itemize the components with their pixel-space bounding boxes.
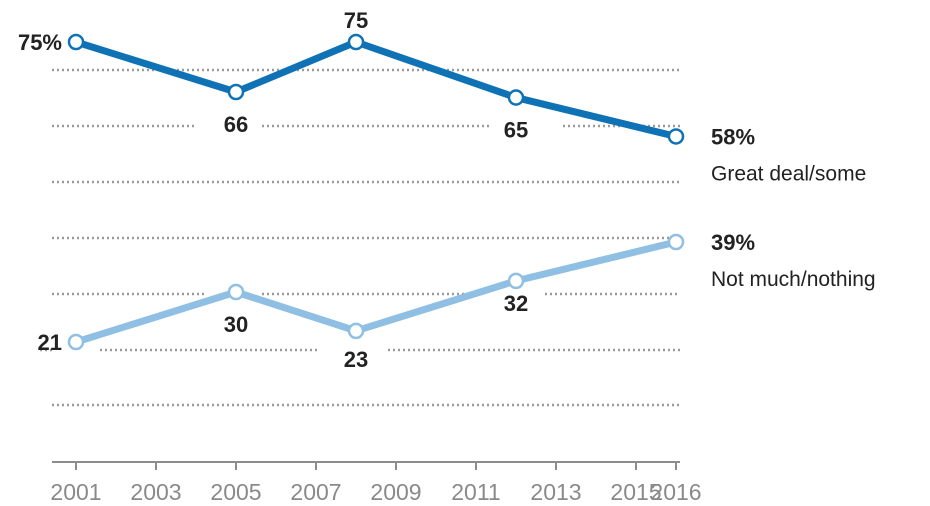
data-label: 30 (224, 312, 248, 337)
data-point (509, 274, 523, 288)
data-point (69, 35, 83, 49)
x-tick-label: 2001 (50, 479, 101, 505)
x-tick-label: 2016 (650, 479, 701, 505)
series-line-0 (76, 42, 676, 136)
series-line-1 (76, 242, 676, 342)
x-tick-label: 2009 (370, 479, 421, 505)
x-tick-label: 2007 (290, 479, 341, 505)
data-label: 75 (344, 8, 368, 33)
data-label: 32 (504, 291, 528, 316)
data-point (349, 324, 363, 338)
x-tick-label: 2005 (210, 479, 261, 505)
end-value-label: 39% (711, 230, 755, 255)
data-label: 23 (344, 347, 368, 372)
series-lines (69, 35, 683, 349)
data-point (69, 335, 83, 349)
end-value-label: 58% (711, 124, 755, 149)
x-tick-label: 2011 (451, 479, 500, 505)
data-point (229, 85, 243, 99)
data-label: 75% (18, 30, 62, 55)
data-point (349, 35, 363, 49)
data-label: 65 (504, 118, 528, 143)
data-point (669, 235, 683, 249)
data-label: 66 (224, 112, 248, 137)
data-label: 21 (38, 330, 62, 355)
series-name-label: Not much/nothing (711, 268, 876, 291)
data-point (509, 91, 523, 105)
data-point (669, 129, 683, 143)
series-name-label: Great deal/some (711, 162, 866, 185)
x-tick-label: 2013 (530, 479, 581, 505)
data-point (229, 285, 243, 299)
x-tick-label: 2003 (130, 479, 181, 505)
